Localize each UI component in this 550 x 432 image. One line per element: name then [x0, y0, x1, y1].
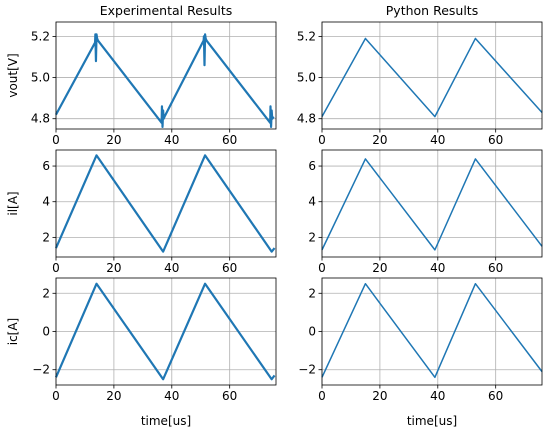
x-tick-label: 40	[164, 261, 179, 275]
y-tick-label: −2	[298, 363, 316, 377]
x-tick-label: 0	[318, 261, 326, 275]
y-tick-label: 2	[308, 230, 316, 244]
x-tick-label: 0	[318, 389, 326, 403]
x-tick-label: 0	[318, 133, 326, 147]
subplot-py-vout: 0 20 40 60 4.8 5.0 5.2 Python Results	[297, 3, 543, 147]
series-line-exp-ic	[54, 282, 276, 381]
x-tick-label: 60	[222, 133, 237, 147]
series-line-py-ic	[321, 282, 543, 379]
series-line-exp-il	[54, 154, 276, 253]
y-tick-label: −2	[32, 363, 50, 377]
y-tick-label: 5.0	[297, 71, 316, 85]
y-tick-label: 0	[308, 325, 316, 339]
subplot-exp-il: 0 20 40 60 2 4 6 il[A]	[6, 149, 277, 275]
y-tick-label: 5.2	[297, 29, 316, 43]
x-tick-label: 40	[430, 133, 445, 147]
y-axis-label: vout[V]	[6, 53, 20, 97]
column-title: Experimental Results	[100, 3, 232, 18]
x-tick-label: 0	[52, 261, 60, 275]
axes-frame	[321, 149, 543, 258]
y-tick-label: 4	[42, 195, 50, 209]
y-tick-label: 4.8	[31, 112, 50, 126]
x-tick-label: 20	[106, 133, 121, 147]
x-tick-label: 60	[488, 133, 503, 147]
subplot-py-il: 0 20 40 60 2 4 6	[308, 149, 543, 275]
series-line-exp-vout	[55, 33, 275, 129]
x-tick-label: 40	[164, 133, 179, 147]
y-tick-label: 5.2	[31, 29, 50, 43]
x-axis-label: time[us]	[141, 414, 191, 428]
x-tick-label: 60	[222, 261, 237, 275]
column-title: Python Results	[386, 3, 478, 18]
subplot-exp-vout: 0 20 40 60 4.8 5.0 5.2 Experimental Results vout…	[6, 3, 277, 147]
x-tick-label: 40	[430, 389, 445, 403]
y-tick-label: 6	[308, 159, 316, 173]
y-tick-label: 4.8	[297, 112, 316, 126]
x-axis-label: time[us]	[407, 414, 457, 428]
x-tick-label: 20	[106, 389, 121, 403]
y-tick-label: 5.0	[31, 71, 50, 85]
axes-frame	[321, 21, 543, 130]
y-tick-label: 6	[42, 159, 50, 173]
axes-frame	[55, 149, 277, 258]
x-tick-label: 20	[372, 261, 387, 275]
y-tick-label: 2	[42, 230, 50, 244]
y-tick-label: 2	[42, 286, 50, 300]
x-tick-label: 60	[488, 389, 503, 403]
x-tick-label: 20	[106, 261, 121, 275]
y-axis-label: il[A]	[6, 191, 20, 215]
series-line-py-il	[321, 158, 543, 251]
x-tick-label: 60	[488, 261, 503, 275]
x-tick-label: 40	[430, 261, 445, 275]
x-tick-label: 0	[52, 133, 60, 147]
x-tick-label: 60	[222, 389, 237, 403]
x-tick-label: 40	[164, 389, 179, 403]
y-tick-label: 0	[42, 325, 50, 339]
x-tick-label: 0	[52, 389, 60, 403]
y-axis-label: ic[A]	[6, 318, 20, 346]
y-tick-label: 4	[308, 195, 316, 209]
axes-frame	[55, 21, 277, 130]
x-tick-label: 20	[372, 389, 387, 403]
x-tick-label: 20	[372, 133, 387, 147]
y-tick-label: 2	[308, 286, 316, 300]
series-line-py-vout	[321, 37, 543, 118]
